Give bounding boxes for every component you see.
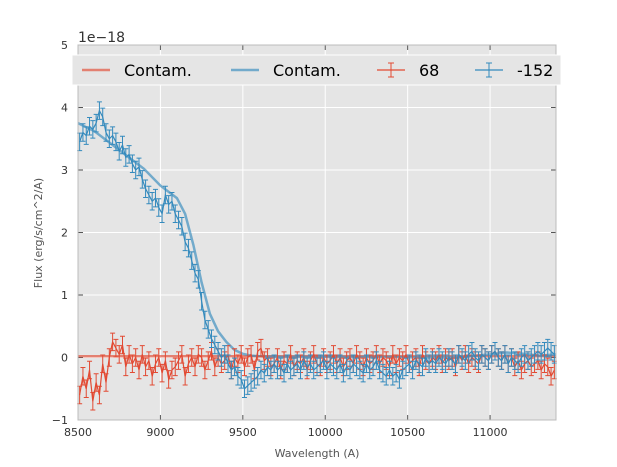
x-tick-label: 11000 [473, 426, 508, 439]
y-tick-label: 3 [61, 164, 68, 177]
plot-border [77, 44, 557, 421]
x-tick-label: 8500 [64, 426, 92, 439]
y-tick-label: 1 [61, 289, 68, 302]
legend-entry-1: Contam. [273, 61, 341, 80]
x-tick-label: 9500 [229, 426, 257, 439]
y-tick-label: −1 [52, 414, 68, 427]
y-axis-label: Flux (erg/s/cm^2/A) [32, 178, 45, 288]
x-tick-label: 10000 [308, 426, 343, 439]
y-tick-label: 0 [61, 352, 68, 365]
x-tick-label: 9000 [146, 426, 174, 439]
y-tick-label: 4 [61, 102, 68, 115]
plot-area [77, 44, 557, 421]
y-tick-label: 2 [61, 227, 68, 240]
y-offset-label: 1e−18 [78, 30, 125, 46]
y-tick-label: 5 [61, 39, 68, 52]
x-axis-label: Wavelength (A) [275, 447, 360, 460]
legend-entry-3: -152 [517, 61, 553, 80]
legend-entry-2: 68 [419, 61, 439, 80]
model-line [77, 121, 557, 359]
legend-entry-0: Contam. [124, 61, 192, 80]
x-tick-label: 10500 [390, 426, 425, 439]
axis-ticks: 8500 9000 9500 10000 10500 11000 −1 0 1 2 3 4 5 [52, 39, 556, 439]
series-1 [77, 121, 557, 359]
series-3 [77, 101, 557, 398]
legend: Contam. Contam. 68 -152 [71, 54, 562, 86]
